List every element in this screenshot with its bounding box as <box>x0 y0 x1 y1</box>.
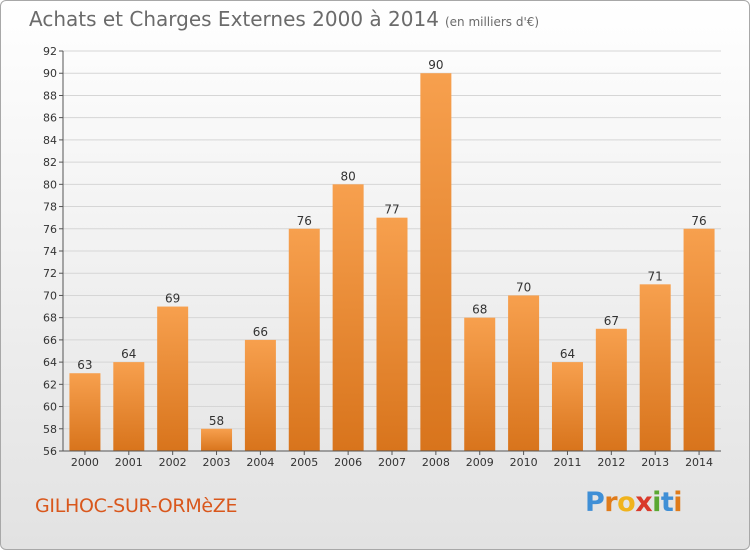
x-tick-label: 2014 <box>685 456 713 469</box>
y-tick-label: 92 <box>43 45 57 58</box>
x-tick-label: 2010 <box>510 456 538 469</box>
x-tick-label: 2007 <box>378 456 406 469</box>
bar <box>288 228 320 451</box>
y-tick-label: 86 <box>43 112 57 125</box>
x-tick-label: 2009 <box>466 456 494 469</box>
data-label: 63 <box>77 358 92 372</box>
x-tick-label: 2012 <box>597 456 625 469</box>
data-label: 69 <box>165 292 180 306</box>
x-tick-label: 2005 <box>290 456 318 469</box>
proxiti-logo: Proxiti <box>585 487 683 518</box>
x-tick-label: 2004 <box>246 456 274 469</box>
bar <box>244 339 276 451</box>
bar <box>113 362 145 451</box>
logo-letter: i <box>673 487 683 518</box>
x-tick-label: 2003 <box>203 456 231 469</box>
y-tick-label: 90 <box>43 67 57 80</box>
data-label: 71 <box>648 269 663 283</box>
axes <box>59 50 721 455</box>
x-tick-label: 2006 <box>334 456 362 469</box>
x-tick-label: 2002 <box>159 456 187 469</box>
y-tick-label: 84 <box>43 134 57 147</box>
logo-letter: t <box>660 487 674 518</box>
y-tick-label: 82 <box>43 156 57 169</box>
data-label: 66 <box>253 325 268 339</box>
bar <box>683 228 715 451</box>
y-tick-label: 76 <box>43 223 57 236</box>
y-tick-label: 72 <box>43 267 57 280</box>
data-label: 64 <box>560 347 575 361</box>
data-label: 68 <box>472 303 487 317</box>
data-label: 76 <box>297 214 312 228</box>
x-tick-label: 2008 <box>422 456 450 469</box>
data-label: 70 <box>516 280 531 294</box>
chart-title-unit: (en milliers d'€) <box>444 15 540 29</box>
x-tick-label: 2000 <box>71 456 99 469</box>
data-label: 67 <box>604 314 619 328</box>
data-label: 77 <box>384 203 399 217</box>
x-tick-label: 2013 <box>641 456 669 469</box>
y-tick-label: 60 <box>43 401 57 414</box>
bar <box>464 317 496 451</box>
bar <box>201 428 233 451</box>
data-label: 64 <box>121 347 136 361</box>
bar <box>508 295 540 451</box>
x-tick-label: 2001 <box>115 456 143 469</box>
bar <box>376 217 408 451</box>
y-tick-label: 88 <box>43 89 57 102</box>
data-label: 58 <box>209 414 224 428</box>
y-tick-label: 80 <box>43 178 57 191</box>
logo-letter: o <box>617 487 636 518</box>
y-tick-label: 68 <box>43 312 57 325</box>
y-tick-label: 56 <box>43 445 57 458</box>
y-tick-label: 78 <box>43 201 57 214</box>
y-tick-label: 62 <box>43 378 57 391</box>
bar <box>157 306 189 451</box>
y-tick-label: 70 <box>43 289 57 302</box>
data-label: 80 <box>340 169 355 183</box>
data-label: 90 <box>428 58 443 72</box>
data-label: 76 <box>691 214 706 228</box>
bar <box>639 284 671 451</box>
y-tick-label: 64 <box>43 356 57 369</box>
logo-letter: x <box>635 487 653 518</box>
bar <box>332 184 364 452</box>
chart-title: Achats et Charges Externes 2000 à 2014 (e… <box>29 7 539 31</box>
y-tick-label: 66 <box>43 334 57 347</box>
labels: 56 58 60 62 64 66 68 70 72 74 76 78 80 82 84 86 88 90 92 63… <box>43 45 713 469</box>
bar <box>69 373 101 451</box>
bars <box>69 73 715 452</box>
commune-name: GILHOC-SUR-ORMèZE <box>35 495 238 517</box>
chart-title-main: Achats et Charges Externes 2000 à 2014 <box>29 7 439 31</box>
logo-letter: P <box>585 487 605 518</box>
logo-letter: r <box>604 487 618 518</box>
y-tick-label: 58 <box>43 423 57 436</box>
y-tick-label: 74 <box>43 245 57 258</box>
logo-letter: i <box>652 487 661 518</box>
bar <box>551 362 583 451</box>
bar <box>595 328 627 451</box>
bar <box>420 73 452 451</box>
x-tick-label: 2011 <box>553 456 581 469</box>
